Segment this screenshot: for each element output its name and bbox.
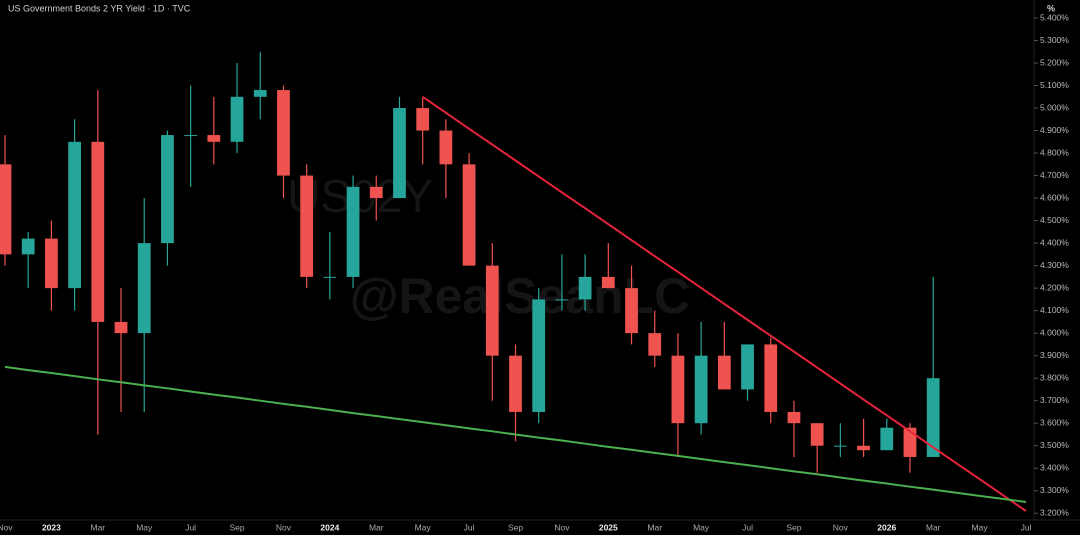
candle-body [578, 276, 592, 300]
x-tick-label: Nov [276, 522, 292, 532]
candle-body [485, 265, 499, 356]
candle-body [0, 164, 12, 255]
candle-body [346, 186, 360, 277]
x-tick-label: 2023 [42, 522, 61, 532]
x-tick-label: May [136, 522, 153, 532]
candle-body [393, 108, 406, 199]
y-tick-label: 3.600% [1040, 417, 1069, 427]
chart-title: US Government Bonds 2 YR Yield · 1D · TV… [8, 3, 191, 13]
candle-body [532, 299, 546, 412]
x-tick-label: May [693, 522, 710, 532]
candle-body [253, 90, 267, 97]
candle-body [45, 238, 58, 289]
trend-line [422, 95, 1027, 512]
x-tick-label: Jul [464, 522, 475, 532]
watermark-author: @RealSeanLC [350, 268, 691, 324]
candle-body [21, 238, 35, 255]
y-tick-label: 4.500% [1040, 215, 1069, 225]
candle-body [439, 130, 453, 165]
y-tick-label: 4.600% [1040, 192, 1069, 202]
y-tick-label: 3.500% [1040, 440, 1069, 450]
candle-body [161, 135, 174, 244]
candle-body [555, 299, 569, 301]
candle-body [114, 321, 128, 334]
y-tick-label: 3.800% [1040, 372, 1069, 382]
candle-body [741, 344, 754, 390]
candle-body [68, 141, 81, 289]
y-tick-label: 4.900% [1040, 125, 1069, 135]
candle-body [694, 355, 708, 424]
y-tick-label: 5.000% [1040, 102, 1069, 112]
candle-body [787, 411, 801, 424]
x-tick-label: Mar [90, 522, 105, 532]
candle-body [416, 108, 430, 131]
candle-body [625, 288, 638, 334]
candle-body [137, 243, 151, 334]
x-tick-label: 2024 [320, 522, 339, 532]
candle-body [323, 276, 337, 278]
candle-body [926, 378, 940, 457]
candle-body [369, 186, 383, 199]
x-tick-label: Mar [926, 522, 941, 532]
x-tick-label: 2026 [877, 522, 896, 532]
candle-body [207, 135, 221, 142]
y-tick-label: 4.300% [1040, 260, 1069, 270]
candle-body [230, 96, 244, 142]
candle-body [903, 427, 917, 457]
y-tick-label: 3.900% [1040, 350, 1069, 360]
y-tick-label: 4.200% [1040, 282, 1069, 292]
x-tick-label: Mar [647, 522, 662, 532]
x-tick-label: Jul [1021, 522, 1032, 532]
candle-body [764, 344, 778, 412]
y-tick-label: 3.200% [1040, 507, 1069, 517]
y-tick-label: 4.700% [1040, 170, 1069, 180]
candle-body [509, 355, 522, 412]
candle-body [300, 175, 314, 277]
unit-label: % [1047, 3, 1055, 13]
y-tick-label: 5.400% [1040, 12, 1069, 22]
y-tick-label: 5.200% [1040, 57, 1069, 67]
candle-body [277, 90, 290, 176]
y-tick-label: 5.300% [1040, 35, 1069, 45]
trend-line [4, 365, 1027, 503]
candle-body [184, 135, 198, 137]
candle-body [601, 276, 615, 289]
y-tick-label: 3.300% [1040, 485, 1069, 495]
candle-body [857, 445, 870, 451]
candle-body [648, 333, 662, 356]
x-tick-label: May [415, 522, 432, 532]
x-tick-label: Mar [369, 522, 384, 532]
y-tick-label: 4.800% [1040, 147, 1069, 157]
candle-body [91, 141, 105, 322]
x-tick-label: Sep [508, 522, 523, 532]
y-tick-label: 4.100% [1040, 305, 1069, 315]
candle-body [880, 427, 894, 451]
x-tick-label: Nov [833, 522, 849, 532]
x-tick-label: Jul [742, 522, 753, 532]
candle-body [833, 445, 847, 447]
x-tick-label: 2025 [599, 522, 618, 532]
y-tick-label: 3.400% [1040, 462, 1069, 472]
y-tick-label: 4.400% [1040, 237, 1069, 247]
x-tick-label: May [972, 522, 989, 532]
y-tick-label: 3.700% [1040, 395, 1069, 405]
candle-body [810, 423, 824, 446]
candle-body [717, 355, 731, 390]
y-tick-label: 5.100% [1040, 80, 1069, 90]
x-tick-label: Sep [229, 522, 244, 532]
x-tick-label: Sep [786, 522, 801, 532]
x-tick-label: Jul [185, 522, 196, 532]
candle-body [462, 164, 476, 266]
y-tick-label: 4.000% [1040, 327, 1069, 337]
x-tick-label: Nov [0, 522, 13, 532]
x-tick-label: Nov [554, 522, 570, 532]
candle-body [671, 355, 685, 424]
